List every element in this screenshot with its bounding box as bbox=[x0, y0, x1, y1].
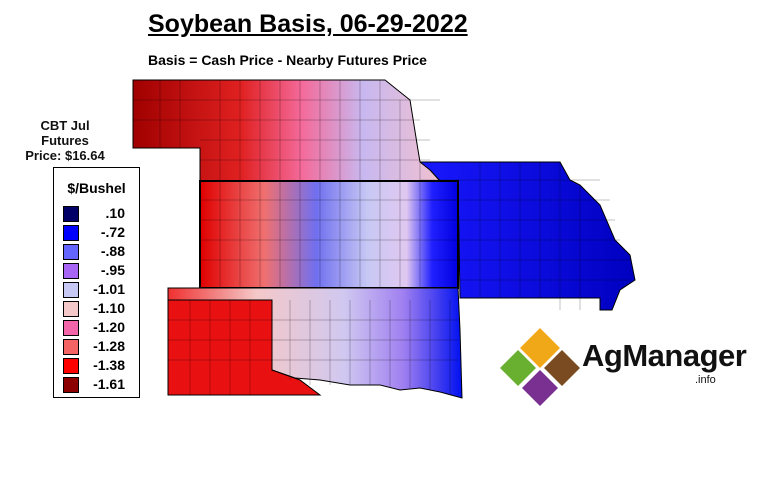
futures-line3: Price: $16.64 bbox=[25, 148, 105, 163]
futures-price-note: CBT Jul Futures Price: $16.64 bbox=[10, 118, 120, 163]
legend-swatch bbox=[63, 224, 79, 241]
map-title: Soybean Basis, 06-29-2022 bbox=[148, 10, 468, 38]
legend-value: -1.01 bbox=[93, 281, 125, 297]
region-nebraska bbox=[132, 79, 442, 182]
legend-swatch bbox=[63, 376, 79, 393]
legend-item: -.88 bbox=[54, 242, 139, 261]
region-texas-panhandle bbox=[167, 299, 322, 396]
legend-value: -.72 bbox=[100, 224, 125, 240]
legend-value: -1.28 bbox=[93, 338, 125, 354]
legend-item: -.72 bbox=[54, 223, 139, 242]
logo-sun-tile bbox=[520, 328, 560, 368]
legend-item: -1.10 bbox=[54, 299, 139, 318]
legend: $/Bushel .10 -.72 -.88 -.95 -1.01 -1.10 -1.20 -… bbox=[53, 167, 140, 398]
logo-cattle-tile bbox=[544, 350, 580, 386]
legend-swatch bbox=[63, 262, 79, 279]
legend-swatch bbox=[63, 243, 79, 260]
legend-value: -1.61 bbox=[93, 376, 125, 392]
county-lines bbox=[133, 80, 630, 395]
legend-item: -1.20 bbox=[54, 318, 139, 337]
legend-item: -1.61 bbox=[54, 375, 139, 394]
logo-chart-tile bbox=[522, 370, 558, 406]
legend-item: -1.38 bbox=[54, 356, 139, 375]
legend-item: -.95 bbox=[54, 261, 139, 280]
legend-swatch bbox=[63, 338, 79, 355]
logo-text: AgManager bbox=[582, 338, 747, 373]
logo-suffix: .info bbox=[695, 374, 716, 386]
legend-swatch bbox=[63, 205, 79, 222]
futures-line1: CBT Jul bbox=[40, 118, 90, 133]
legend-swatch bbox=[63, 357, 79, 374]
agmanager-logo bbox=[500, 328, 580, 406]
logo-wheat-tile bbox=[500, 350, 536, 386]
legend-item: .10 bbox=[54, 204, 139, 223]
legend-item: -1.28 bbox=[54, 337, 139, 356]
legend-swatch bbox=[63, 319, 79, 336]
legend-value: -1.20 bbox=[93, 319, 125, 335]
legend-value: -1.10 bbox=[93, 300, 125, 316]
legend-item: -1.01 bbox=[54, 280, 139, 299]
legend-value: -1.38 bbox=[93, 357, 125, 373]
legend-swatch bbox=[63, 281, 79, 298]
futures-line2: Futures bbox=[41, 133, 89, 148]
legend-title: $/Bushel bbox=[67, 180, 126, 196]
legend-value: -.88 bbox=[100, 243, 125, 259]
map-subtitle: Basis = Cash Price - Nearby Futures Pric… bbox=[148, 52, 427, 68]
legend-swatch bbox=[63, 300, 79, 317]
region-kansas bbox=[199, 180, 459, 289]
legend-value: .10 bbox=[105, 205, 125, 221]
legend-value: -.95 bbox=[100, 262, 125, 278]
